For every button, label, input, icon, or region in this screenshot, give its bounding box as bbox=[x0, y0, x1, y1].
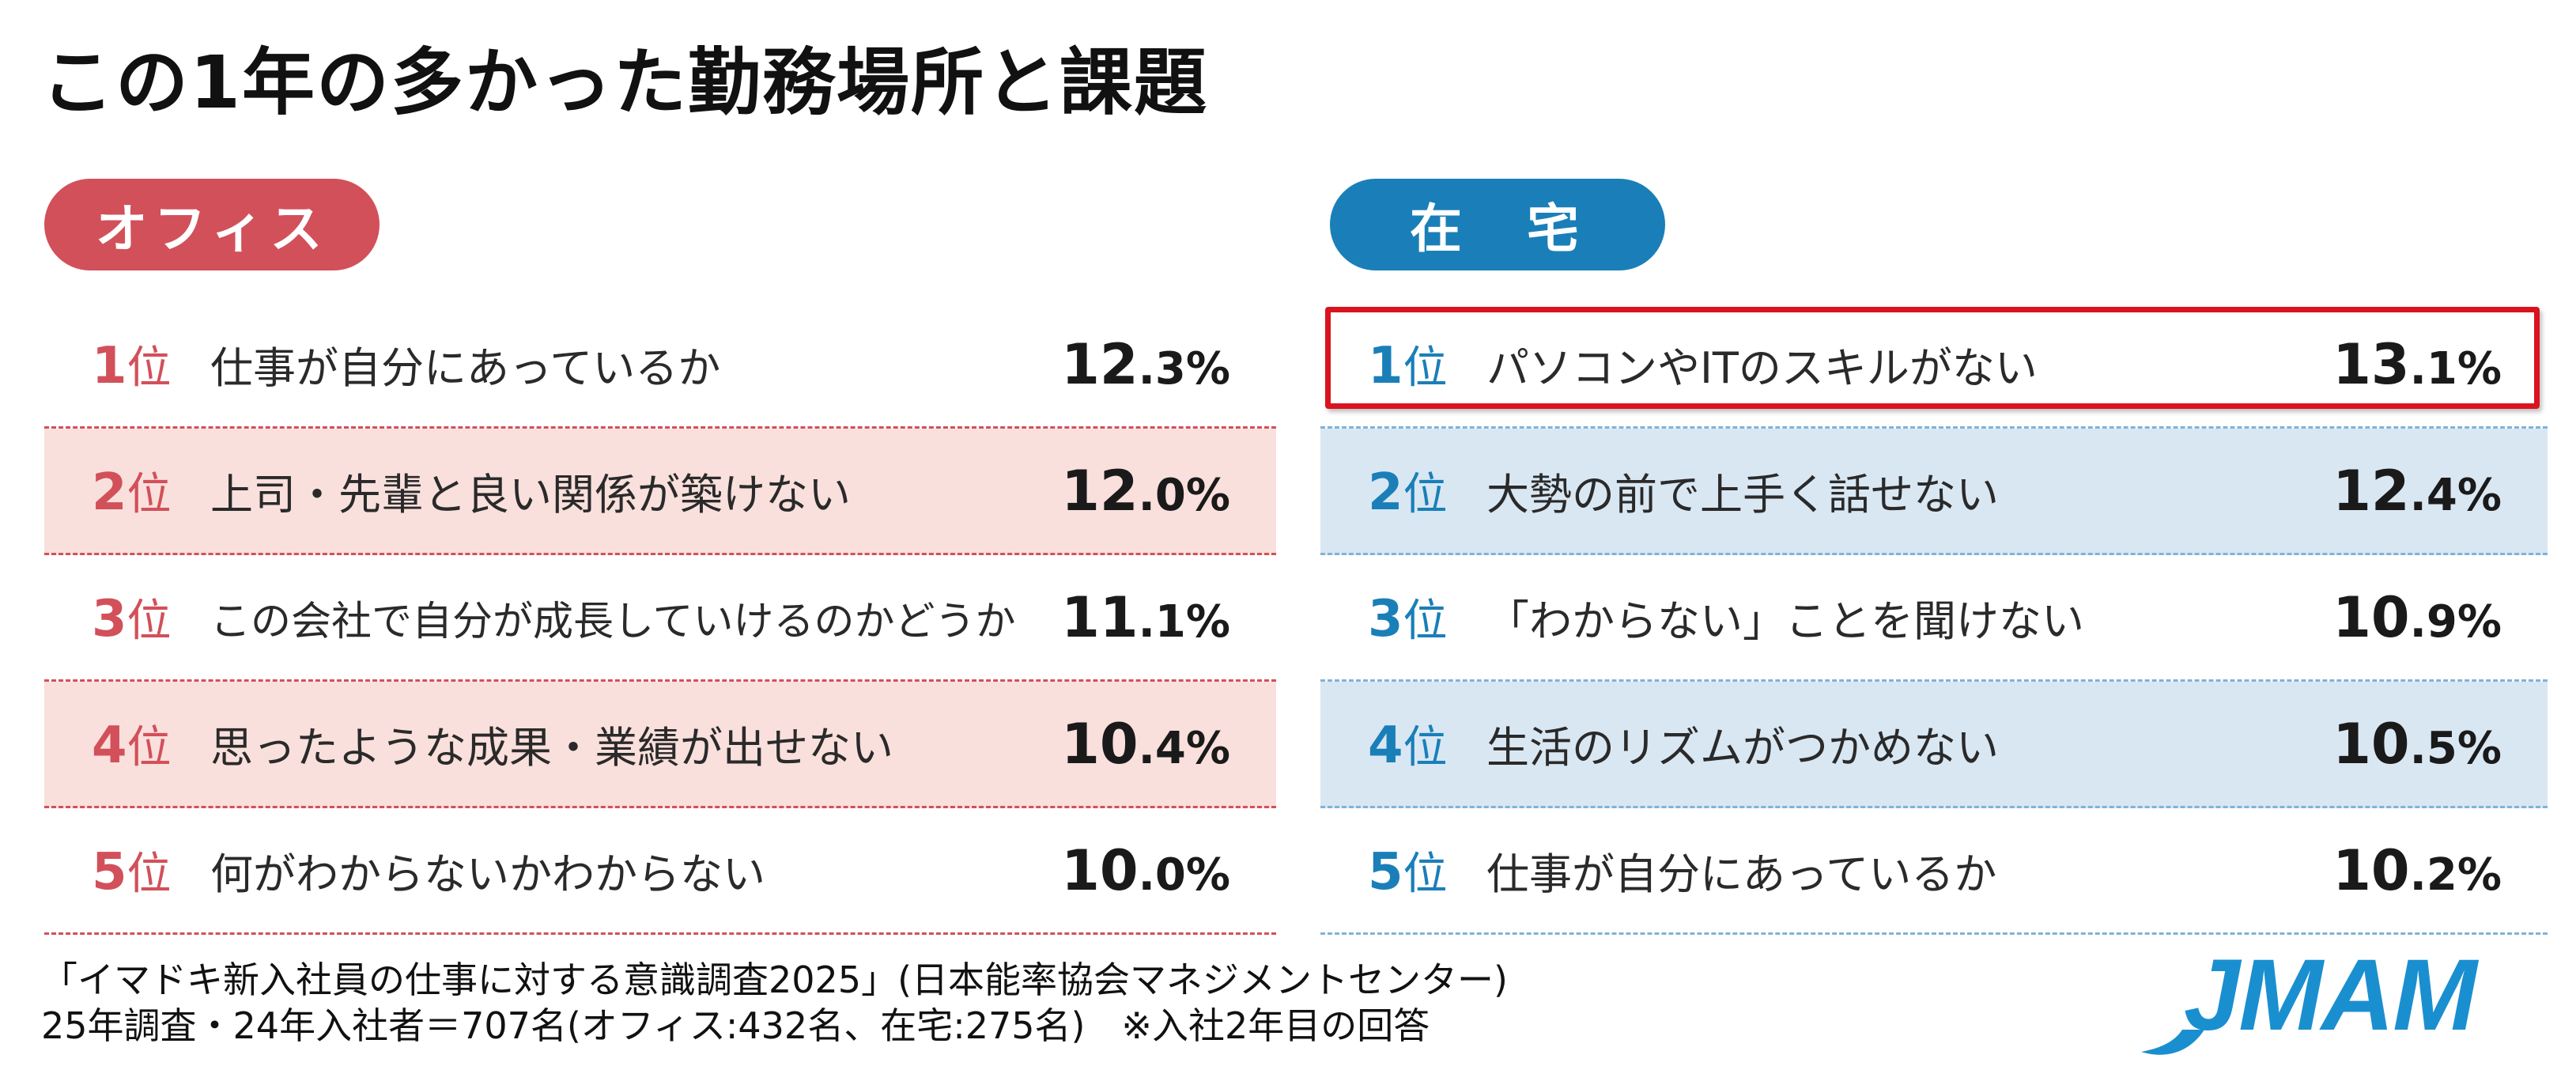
home-rank-row-3: 3位 「わからない」ことを聞けない 10.9% bbox=[1320, 555, 2548, 682]
rank-label: 生活のリズムがつかめない bbox=[1486, 723, 1999, 773]
source-line-1: 「イマドキ新入社員の仕事に対する意識調査2025」(日本能率協会マネジメントセン… bbox=[41, 958, 1508, 1001]
rank-percentage: 13.1% bbox=[2332, 331, 2502, 397]
rank-number: 4位 bbox=[1368, 716, 1448, 775]
home-rank-row-2: 2位 大勢の前で上手く話せない 12.4% bbox=[1320, 429, 2548, 555]
office-rank-row-4: 4位 思ったような成果・業績が出せない 10.4% bbox=[44, 682, 1276, 808]
rank-percentage: 10.2% bbox=[2332, 837, 2502, 903]
rank-percentage: 12.3% bbox=[1061, 331, 1230, 397]
rank-percentage: 10.9% bbox=[2332, 584, 2502, 650]
page-title: この1年の多かった勤務場所と課題 bbox=[41, 40, 1209, 125]
office-label-pill: オフィス bbox=[44, 179, 380, 270]
home-panel: 在 宅 1位 パソコンやITのスキルがない 13.1% 2位 大勢の前で上手く話… bbox=[1320, 179, 2548, 935]
rank-label: 仕事が自分にあっているか bbox=[1486, 849, 1997, 899]
office-panel: オフィス 1位 仕事が自分にあっているか 12.3% 2位 上司・先輩と良い関係… bbox=[44, 179, 1276, 935]
rank-percentage: 10.0% bbox=[1061, 837, 1230, 903]
jmam-logo: JMAM bbox=[2141, 941, 2480, 1055]
rank-percentage: 11.1% bbox=[1061, 584, 1230, 650]
office-rank-row-3: 3位 この会社で自分が成長していけるのかどうか 11.1% bbox=[44, 555, 1276, 682]
rank-number: 3位 bbox=[92, 590, 172, 648]
rank-label: 何がわからないかわからない bbox=[210, 849, 765, 899]
rank-number: 2位 bbox=[1368, 463, 1448, 522]
rank-label: 大勢の前で上手く話せない bbox=[1486, 470, 1999, 520]
rank-label: この会社で自分が成長していけるのかどうか bbox=[210, 598, 1016, 645]
office-rank-row-5: 5位 何がわからないかわからない 10.0% bbox=[44, 808, 1276, 935]
rank-percentage: 12.0% bbox=[1061, 458, 1230, 524]
home-label-pill: 在 宅 bbox=[1330, 179, 1665, 270]
rank-percentage: 10.5% bbox=[2332, 711, 2502, 777]
office-rank-row-2: 2位 上司・先輩と良い関係が築けない 12.0% bbox=[44, 429, 1276, 555]
rank-label: 上司・先輩と良い関係が築けない bbox=[210, 470, 851, 520]
office-rank-row-1: 1位 仕事が自分にあっているか 12.3% bbox=[44, 302, 1276, 429]
home-label: 在 宅 bbox=[1410, 198, 1585, 259]
office-ranking-list: 1位 仕事が自分にあっているか 12.3% 2位 上司・先輩と良い関係が築けない… bbox=[44, 302, 1276, 935]
home-rank-row-4: 4位 生活のリズムがつかめない 10.5% bbox=[1320, 682, 2548, 808]
logo-text: JMAM bbox=[2184, 941, 2479, 1052]
office-label: オフィス bbox=[95, 198, 329, 259]
rank-number: 5位 bbox=[92, 843, 172, 902]
rank-number: 4位 bbox=[92, 716, 172, 775]
rank-number: 5位 bbox=[1368, 843, 1448, 902]
logo-swoosh bbox=[2141, 1030, 2204, 1055]
home-rank-row-5: 5位 仕事が自分にあっているか 10.2% bbox=[1320, 808, 2548, 935]
rank-label: 仕事が自分にあっているか bbox=[210, 343, 721, 393]
home-ranking-list: 1位 パソコンやITのスキルがない 13.1% 2位 大勢の前で上手く話せない … bbox=[1320, 302, 2548, 935]
rank-percentage: 12.4% bbox=[2332, 458, 2502, 524]
source-line-2: 25年調査・24年入社者＝707名(オフィス:432名、在宅:275名) ※入社… bbox=[41, 1004, 1430, 1047]
rank-number: 3位 bbox=[1368, 590, 1448, 648]
rank-percentage: 10.4% bbox=[1061, 711, 1230, 777]
rank-label: 「わからない」ことを聞けない bbox=[1486, 596, 2084, 646]
rank-number: 2位 bbox=[92, 463, 172, 522]
rank-number: 1位 bbox=[1368, 337, 1448, 395]
rank-number: 1位 bbox=[92, 337, 172, 395]
source-note: 「イマドキ新入社員の仕事に対する意識調査2025」(日本能率協会マネジメントセン… bbox=[41, 957, 1508, 1049]
home-rank-row-1: 1位 パソコンやITのスキルがない 13.1% bbox=[1320, 302, 2548, 429]
rank-label: パソコンやITのスキルがない bbox=[1486, 343, 2038, 393]
rank-label: 思ったような成果・業績が出せない bbox=[210, 723, 893, 773]
